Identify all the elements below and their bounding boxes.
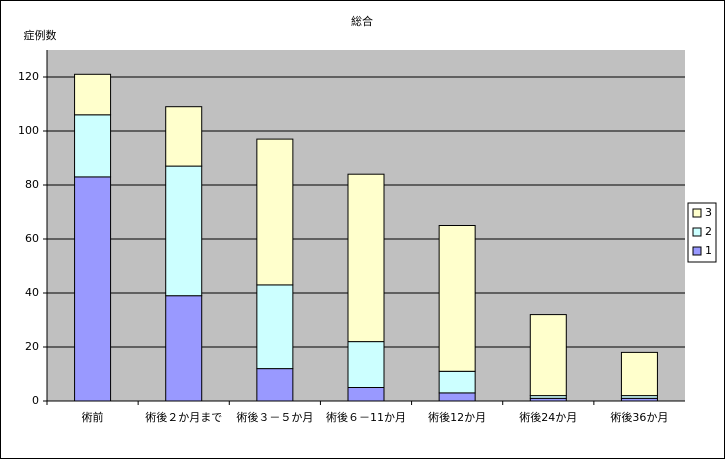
y-tick-label: 0 xyxy=(32,394,39,407)
x-tick-label: 術後２か月まで xyxy=(145,410,222,424)
x-tick-label: 術前 xyxy=(82,410,104,424)
legend-swatch xyxy=(692,227,702,237)
chart-title: 総合 xyxy=(351,14,373,28)
legend-label: 3 xyxy=(705,206,712,219)
bar-segment xyxy=(165,106,203,167)
bar-segment xyxy=(74,114,112,178)
bar-segment xyxy=(74,73,112,116)
bar-segment xyxy=(529,314,567,397)
legend-swatch xyxy=(692,208,702,218)
bar-segment xyxy=(256,138,294,286)
y-axis-label: 症例数 xyxy=(24,28,57,42)
y-tick-label: 120 xyxy=(18,70,39,83)
bar-segment xyxy=(165,165,203,297)
y-tick-label: 60 xyxy=(25,232,39,245)
bar-segment xyxy=(620,351,658,397)
bar-segment xyxy=(438,370,476,394)
x-tick-label: 術後24か月 xyxy=(519,410,577,424)
x-tick-label: 術後３－５か月 xyxy=(236,410,313,424)
x-tick-label: 術後36か月 xyxy=(610,410,668,424)
x-tick-label: 術後６－11か月 xyxy=(326,410,406,424)
bar-segment xyxy=(256,368,294,402)
bar-segment xyxy=(438,225,476,372)
y-tick-label: 20 xyxy=(25,340,39,353)
y-tick-label: 40 xyxy=(25,286,39,299)
bar-segment xyxy=(74,176,112,402)
bar-segment xyxy=(256,284,294,370)
bar-segment xyxy=(347,341,385,389)
y-tick-label: 100 xyxy=(18,124,39,137)
x-tick-label: 術後12か月 xyxy=(428,410,486,424)
bar-segment xyxy=(165,295,203,402)
y-tick-label: 80 xyxy=(25,178,39,191)
legend-swatch xyxy=(692,246,702,256)
bar-segment xyxy=(347,387,385,402)
bar-segment xyxy=(347,173,385,343)
legend-label: 1 xyxy=(705,244,712,257)
legend-label: 2 xyxy=(705,225,712,238)
bar-segment xyxy=(438,392,476,402)
